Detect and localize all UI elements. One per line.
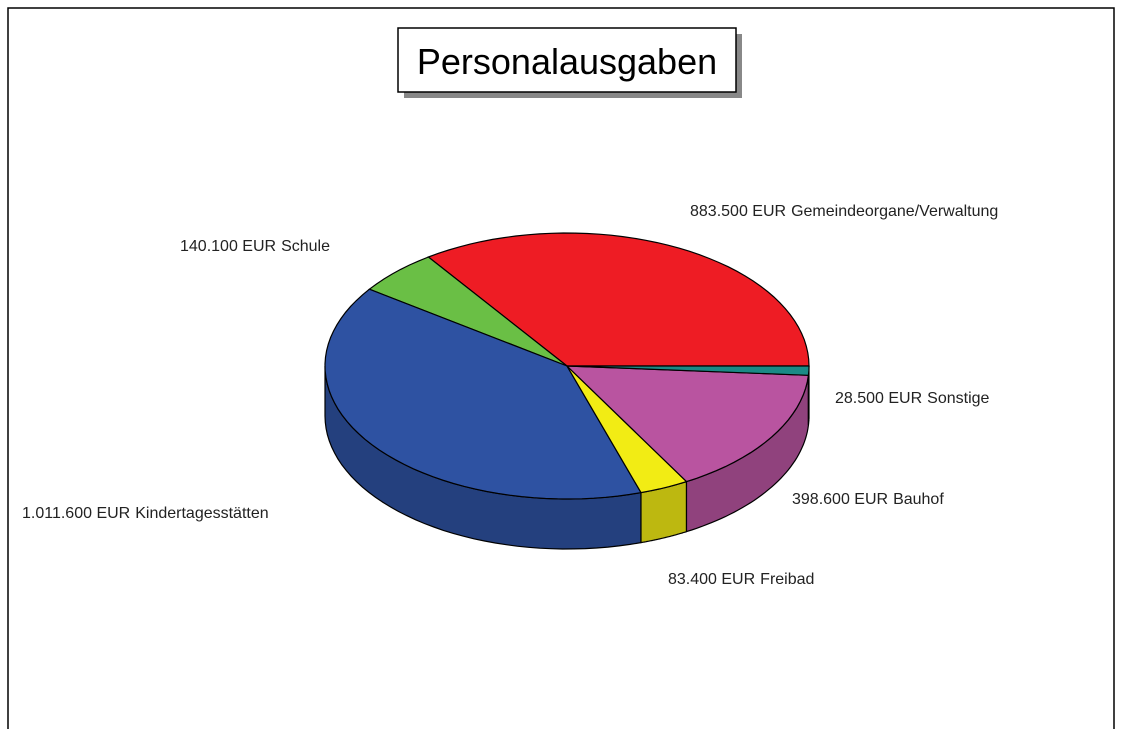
- slice-label: 83.400 EUR Freibad: [668, 571, 814, 588]
- category-label: Sonstige: [927, 390, 989, 407]
- slice-label: 28.500 EUR Sonstige: [835, 390, 990, 407]
- category-label: Kindertagesstätten: [135, 505, 268, 522]
- slice-label: 140.100 EUR Schule: [180, 238, 330, 255]
- chart-title: Personalausgaben: [417, 41, 717, 82]
- pie-slice: [324, 288, 642, 500]
- pie-slice: [566, 365, 810, 376]
- title-box: [397, 27, 737, 93]
- category-label: Gemeindeorgane/Verwaltung: [791, 203, 998, 220]
- value-label: 1.011.600 EUR: [22, 505, 130, 522]
- pie-slice: [427, 232, 810, 367]
- pie-slice: [368, 256, 568, 367]
- pie-slice: [565, 365, 810, 483]
- value-label: 28.500 EUR: [835, 390, 922, 407]
- slice-label: 398.600 EUR Bauhof: [792, 491, 944, 508]
- slice-label: 1.011.600 EUR Kindertagesstätten: [22, 505, 269, 522]
- category-label: Bauhof: [893, 491, 944, 508]
- category-label: Freibad: [760, 571, 814, 588]
- category-label: Schule: [281, 238, 330, 255]
- value-label: 398.600 EUR: [792, 491, 888, 508]
- value-label: 883.500 EUR: [690, 203, 786, 220]
- value-label: 140.100 EUR: [180, 238, 276, 255]
- value-label: 83.400 EUR: [668, 571, 755, 588]
- pie-slice: [566, 365, 688, 494]
- slice-label: 883.500 EUR Gemeindeorgane/Verwaltung: [690, 203, 998, 220]
